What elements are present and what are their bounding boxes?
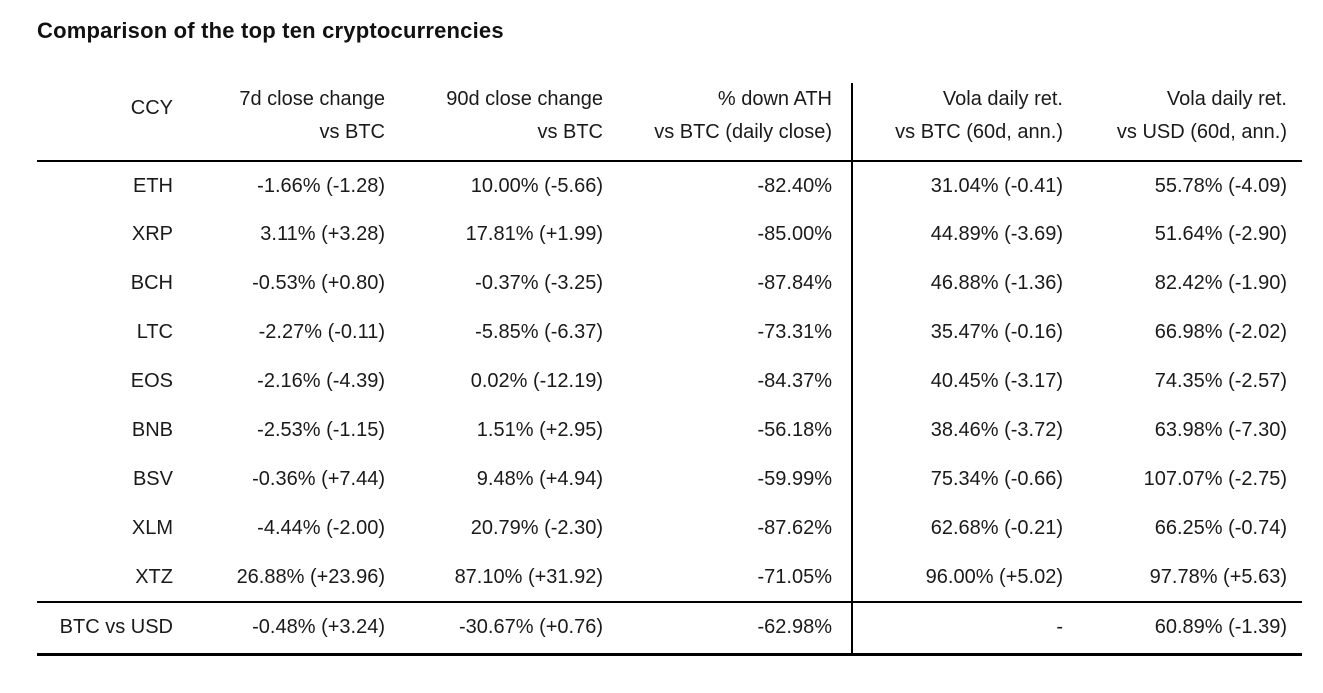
column-header-ccy: CCY (37, 83, 173, 162)
cell-ccy: XTZ (135, 565, 173, 588)
cell-7d-change: -2.16% (-4.39) (257, 370, 385, 392)
cell-90d-change: 1.51% (+2.95) (476, 419, 603, 441)
cell-vola-btc: 35.47% (-0.16) (851, 308, 1063, 357)
cell-vola-usd: 74.35% (-2.57) (1154, 370, 1287, 392)
cell-90d-change: 10.00% (-5.66) (470, 174, 603, 197)
column-header-90d-close-change: 90d close change vs BTC (385, 83, 603, 162)
cell-ccy: BSV (132, 468, 173, 490)
cell-7d-change: -2.27% (-0.11) (258, 321, 385, 343)
cell-90d-change: 17.81% (+1.99) (465, 223, 603, 245)
cell-ccy: XLM (131, 517, 173, 539)
cell-vola-usd: 55.78% (-4.09) (1154, 174, 1287, 197)
cell-vola-usd: 60.89% (-1.39) (1063, 601, 1302, 656)
table-row-bch: BCH -0.53% (+0.80) -0.37% (-3.25) -87.84… (37, 259, 1302, 308)
cell-ccy: XRP (131, 223, 173, 245)
cell-vola-btc: 62.68% (-0.21) (851, 504, 1063, 553)
cell-90d-change: -0.37% (-3.25) (475, 272, 603, 294)
cell-vola-btc: 38.46% (-3.72) (851, 406, 1063, 455)
header-row: CCY 7d close change vs BTC 90d close cha… (37, 83, 1302, 162)
header-line-1: Vola daily ret. (942, 88, 1063, 110)
cell-90d-change: -30.67% (+0.76) (385, 601, 603, 656)
cell-7d-change: -4.44% (-2.00) (257, 517, 385, 539)
cell-vola-btc: 96.00% (+5.02) (851, 553, 1063, 602)
cell-7d-change: 3.11% (+3.28) (260, 223, 385, 245)
cell-ccy: BCH (130, 272, 173, 294)
header-line-1: % down ATH (717, 88, 832, 110)
table-row-xlm: XLM -4.44% (-2.00) 20.79% (-2.30) -87.62… (37, 504, 1302, 553)
column-header-vola-vs-usd: Vola daily ret. vs USD (60d, ann.) (1063, 83, 1302, 162)
header-line-2: vs BTC (537, 121, 603, 143)
cell-vola-usd: 97.78% (+5.63) (1149, 565, 1287, 588)
cell-7d-change: -1.66% (-1.28) (257, 174, 385, 197)
page-title: Comparison of the top ten cryptocurrenci… (37, 18, 504, 43)
column-header-7d-close-change: 7d close change vs BTC (173, 83, 385, 162)
table-row-btc-vs-usd: BTC vs USD -0.48% (+3.24) -30.67% (+0.76… (37, 601, 1302, 656)
cell-down-ath: -73.31% (757, 321, 833, 343)
cell-vola-usd: 66.98% (-2.02) (1154, 321, 1287, 343)
table-row-eos: EOS -2.16% (-4.39) 0.02% (-12.19) -84.37… (37, 357, 1302, 406)
cell-down-ath: -84.37% (757, 370, 833, 392)
cell-vola-btc: 44.89% (-3.69) (851, 210, 1063, 259)
cell-90d-change: 87.10% (+31.92) (454, 565, 603, 588)
cell-ccy: BNB (131, 419, 173, 441)
header-line-2: vs BTC (319, 121, 385, 143)
cell-ccy: ETH (133, 174, 173, 197)
cell-vola-btc: 40.45% (-3.17) (851, 357, 1063, 406)
table-row-ltc: LTC -2.27% (-0.11) -5.85% (-6.37) -73.31… (37, 308, 1302, 357)
header-line-2: vs BTC (daily close) (654, 121, 832, 143)
cell-vola-usd: 63.98% (-7.30) (1154, 419, 1287, 441)
cell-ccy: EOS (130, 370, 173, 392)
cell-vola-btc: - (851, 601, 1063, 656)
cell-7d-change: -2.53% (-1.15) (257, 419, 385, 441)
table-row-eth: ETH -1.66% (-1.28) 10.00% (-5.66) -82.40… (37, 161, 1302, 210)
cell-90d-change: 0.02% (-12.19) (470, 370, 603, 392)
cell-90d-change: -5.85% (-6.37) (475, 321, 603, 343)
cell-down-ath: -87.84% (757, 272, 833, 294)
header-line-2: vs BTC (60d, ann.) (895, 121, 1063, 143)
cell-vola-btc: 46.88% (-1.36) (851, 259, 1063, 308)
cell-vola-usd: 51.64% (-2.90) (1154, 223, 1287, 245)
table-row-bnb: BNB -2.53% (-1.15) 1.51% (+2.95) -56.18%… (37, 406, 1302, 455)
cell-down-ath: -62.98% (603, 601, 852, 656)
cell-7d-change: -0.53% (+0.80) (252, 272, 385, 294)
cell-vola-btc: 75.34% (-0.66) (851, 455, 1063, 504)
cell-90d-change: 9.48% (+4.94) (476, 468, 603, 490)
cell-down-ath: -87.62% (757, 517, 833, 539)
cell-vola-usd: 82.42% (-1.90) (1154, 272, 1287, 294)
cell-7d-change: -0.48% (+3.24) (173, 601, 385, 656)
cell-ccy: BTC vs USD (37, 601, 173, 656)
cell-7d-change: 26.88% (+23.96) (236, 565, 385, 588)
table-row-xrp: XRP 3.11% (+3.28) 17.81% (+1.99) -85.00%… (37, 210, 1302, 259)
cell-down-ath: -85.00% (757, 223, 833, 245)
cell-vola-usd: 107.07% (-2.75) (1143, 468, 1287, 490)
cell-down-ath: -59.99% (757, 468, 833, 490)
cell-vola-btc: 31.04% (-0.41) (851, 161, 1063, 210)
cell-down-ath: -56.18% (757, 419, 833, 441)
column-header-vola-vs-btc: Vola daily ret. vs BTC (60d, ann.) (851, 83, 1063, 162)
crypto-comparison-table: CCY 7d close change vs BTC 90d close cha… (37, 83, 1302, 656)
table-row-xtz: XTZ 26.88% (+23.96) 87.10% (+31.92) -71.… (37, 553, 1302, 602)
header-line-1: Vola daily ret. (1166, 88, 1287, 110)
cell-down-ath: -71.05% (757, 565, 833, 588)
cell-vola-usd: 66.25% (-0.74) (1154, 517, 1287, 539)
column-header-pct-down-ath: % down ATH vs BTC (daily close) (603, 83, 852, 162)
header-line-2: vs USD (60d, ann.) (1116, 121, 1287, 143)
cell-ccy: LTC (136, 321, 173, 343)
cell-7d-change: -0.36% (+7.44) (252, 468, 385, 490)
table-row-bsv: BSV -0.36% (+7.44) 9.48% (+4.94) -59.99%… (37, 455, 1302, 504)
header-line-1: 90d close change (446, 88, 603, 110)
cell-90d-change: 20.79% (-2.30) (470, 517, 603, 539)
header-line-1: 7d close change (239, 88, 385, 110)
cell-down-ath: -82.40% (757, 174, 833, 197)
